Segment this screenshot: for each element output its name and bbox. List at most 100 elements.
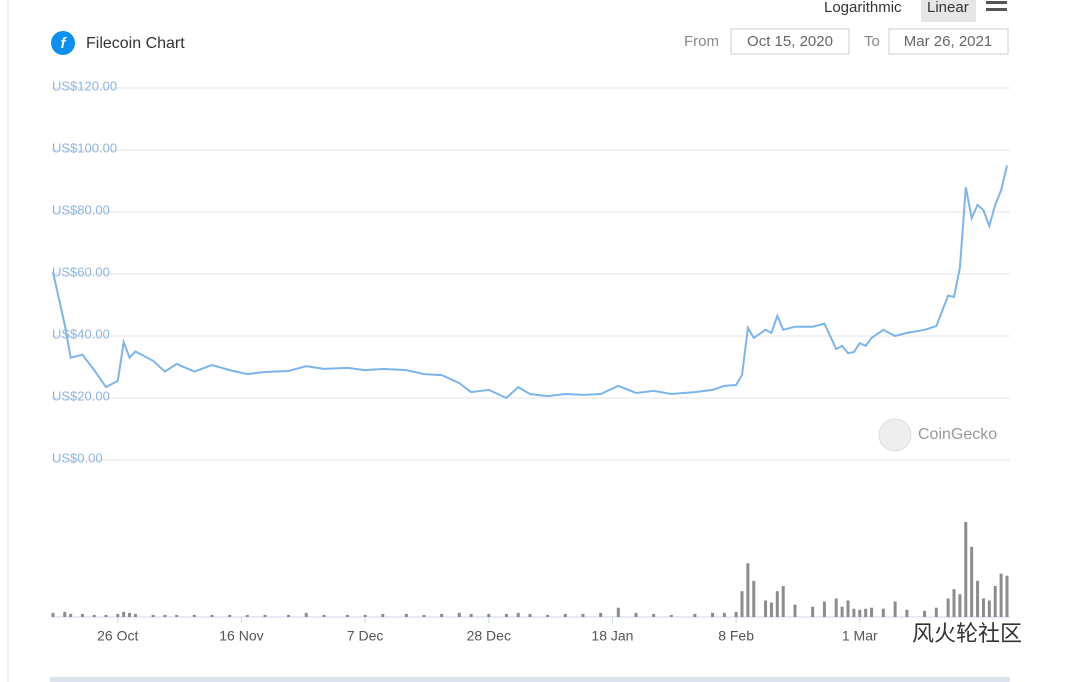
y-tick-label: US$20.00 [52, 388, 110, 403]
volume-bar [946, 598, 950, 617]
to-label: To [864, 33, 880, 50]
volume-bar [846, 600, 850, 617]
volume-bar [970, 546, 974, 617]
log-button[interactable]: Logarithmic [824, 0, 902, 16]
volume-bar [80, 613, 84, 617]
volume-bar [987, 600, 991, 617]
volume-bar [834, 598, 838, 617]
volume-bar [993, 586, 997, 617]
volume-bar [981, 598, 985, 617]
volume-bar [440, 613, 444, 617]
volume-bar [363, 614, 367, 617]
volume-bar [964, 522, 968, 617]
volume-bar [811, 606, 815, 617]
volume-bar [528, 613, 532, 617]
volume-bar [1005, 575, 1009, 617]
community-watermark: 风火轮社区 [912, 621, 1022, 646]
y-tick-label: US$60.00 [52, 264, 110, 279]
coingecko-watermark: CoinGecko [918, 426, 997, 443]
menu-icon[interactable] [986, 1, 1007, 11]
volume-bar [822, 601, 826, 617]
volume-bar [504, 613, 508, 617]
x-tick-label: 8 Feb [718, 628, 754, 644]
volume-bar [958, 594, 962, 617]
volume-bar [104, 614, 108, 617]
volume-bar [923, 610, 927, 617]
to-input[interactable] [888, 28, 1009, 55]
volume-bar [893, 601, 897, 617]
volume-bar [122, 611, 126, 617]
volume-bar [133, 613, 137, 617]
volume-bar [469, 613, 473, 617]
volume-bar [775, 591, 779, 617]
volume-bar [404, 613, 408, 617]
linear-button[interactable]: Linear [927, 0, 969, 16]
volume-bar [634, 612, 638, 617]
from-date[interactable]: Oct 15, 2020 [747, 33, 833, 50]
volume-bar [669, 614, 673, 617]
filecoin-logo [51, 31, 75, 55]
volume-bar [881, 608, 885, 617]
y-tick-label: US$100.00 [52, 140, 117, 155]
volume-bar [228, 614, 232, 617]
volume-bar [722, 612, 726, 617]
volume-bar [934, 607, 938, 617]
volume-bar [746, 563, 750, 617]
volume-bar [581, 613, 585, 617]
volume-bar [769, 602, 773, 617]
volume-bar [175, 614, 179, 617]
to-date[interactable]: Mar 26, 2021 [904, 33, 992, 50]
x-tick-label: 18 Jan [591, 628, 633, 644]
linear-button-bg [921, 0, 976, 22]
volume-bar [287, 614, 291, 617]
logo-glyph: f [61, 35, 68, 52]
x-tick-label: 28 Dec [467, 628, 511, 644]
volume-bar [92, 614, 96, 617]
volume-bar [752, 580, 756, 617]
volume-bar [858, 609, 862, 617]
volume-bar [905, 609, 909, 617]
volume-bar [63, 611, 67, 617]
volume-bar [563, 613, 567, 617]
volume-bar [457, 612, 461, 617]
volume-bar [793, 604, 797, 617]
volume-bar [711, 612, 715, 617]
volume-bar [952, 589, 956, 617]
x-tick-label: 1 Mar [842, 628, 878, 644]
volume-bar [764, 600, 768, 617]
y-tick-label: US$40.00 [52, 326, 110, 341]
volume-bar [51, 612, 55, 617]
volume-bar [381, 613, 385, 617]
volume-bar [210, 614, 214, 617]
volume-bar [163, 614, 167, 617]
volume-bar [652, 613, 656, 617]
volume-bar [852, 608, 856, 617]
from-label: From [684, 33, 719, 50]
from-input[interactable] [730, 28, 850, 55]
x-tick-label: 7 Dec [347, 628, 384, 644]
x-tick-label: 16 Nov [219, 628, 263, 644]
volume-bar [976, 580, 980, 617]
volume-bar [516, 612, 520, 617]
volume-bar [192, 614, 196, 617]
volume-bar [740, 591, 744, 617]
volume-bar [245, 614, 249, 617]
chart-title: Filecoin Chart [86, 35, 185, 52]
volume-bar [345, 614, 349, 617]
volume-bar [116, 613, 120, 617]
navigator-strip [50, 677, 1010, 682]
volume-bar [304, 612, 308, 617]
price-line [52, 165, 1008, 400]
volume-bar [422, 614, 426, 617]
volume-bar [693, 613, 697, 617]
volume-bar [864, 608, 868, 617]
volume-bar [840, 606, 844, 617]
volume-bar [151, 614, 155, 617]
volume-bar [599, 612, 603, 617]
volume-bar [616, 607, 620, 617]
volume-bar [734, 611, 738, 617]
y-tick-label: US$0.00 [52, 450, 103, 465]
volume-bar [487, 613, 491, 617]
